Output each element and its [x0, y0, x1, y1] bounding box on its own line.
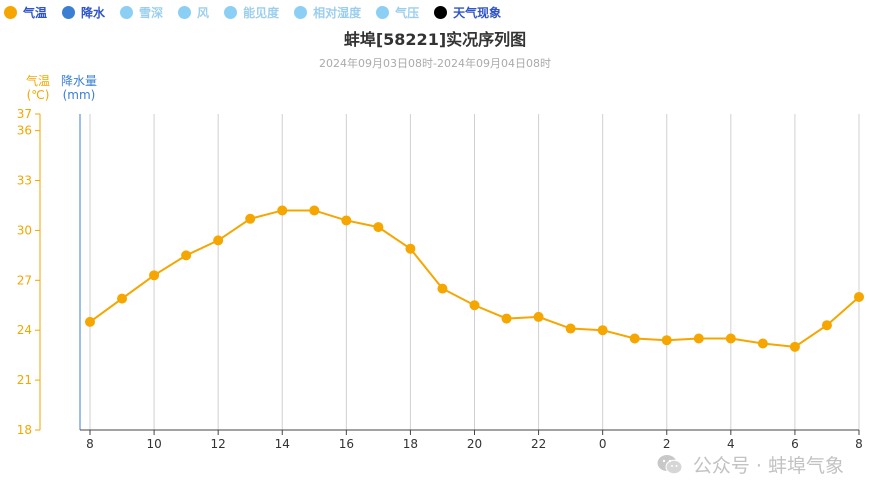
x-tick-label: 4 — [727, 437, 735, 451]
temperature-point — [245, 213, 256, 224]
legend-item-4[interactable]: 能见度 — [224, 4, 279, 21]
temperature-point — [469, 300, 480, 311]
temperature-point — [213, 235, 224, 246]
x-tick-label: 16 — [339, 437, 354, 451]
legend-marker-icon — [376, 5, 390, 19]
temperature-point — [661, 335, 672, 346]
y-axis-rain-unit: (mm) — [62, 88, 96, 102]
temperature-point — [181, 250, 192, 261]
temperature-point — [725, 333, 736, 344]
chart-title: 蚌埠[58221]实况序列图 — [343, 30, 527, 49]
y-tick-label: 21 — [17, 373, 32, 387]
temperature-point — [693, 333, 704, 344]
x-tick-label: 2 — [663, 437, 671, 451]
x-tick-label: 8 — [855, 437, 863, 451]
y-tick-label: 37 — [17, 107, 32, 121]
x-tick-label: 14 — [275, 437, 290, 451]
legend-item-6[interactable]: 气压 — [376, 4, 419, 21]
temperature-point — [85, 316, 95, 327]
legend-label: 降水 — [81, 5, 106, 20]
temperature-point — [341, 215, 352, 226]
wechat-icon — [657, 454, 683, 474]
legend-marker-icon — [224, 5, 238, 19]
legend-item-3[interactable]: 风 — [178, 4, 209, 21]
y-axis-rain-label: 降水量 — [61, 74, 98, 88]
temperature-point — [309, 205, 320, 216]
y-axis-name-temperature: 气温 (℃) — [26, 74, 50, 102]
temperature-point — [501, 313, 512, 324]
legend-item-7[interactable]: 天气现象 — [434, 4, 501, 21]
x-tick-label: 22 — [531, 437, 546, 451]
legend: 气温 降水 雪深 风 能见度 相对湿度 气压 天气现象 — [4, 3, 516, 21]
chart-subtitle: 2024年09月03日08时-2024年09月04日08时 — [319, 57, 551, 70]
legend-label: 雪深 — [139, 5, 164, 20]
watermark: 公众号 · 蚌埠气象 — [657, 451, 844, 478]
temperature-point — [149, 270, 160, 281]
temperature-point — [117, 293, 128, 304]
y-tick-label: 33 — [17, 174, 32, 188]
y-tick-label: 18 — [17, 423, 32, 437]
x-tick-label: 18 — [403, 437, 418, 451]
y-tick-label: 24 — [17, 323, 32, 337]
legend-marker-icon — [178, 5, 192, 19]
y-tick-label: 27 — [17, 273, 32, 287]
legend-label: 相对湿度 — [313, 5, 362, 20]
y-axis-temp-unit: (℃) — [26, 88, 50, 102]
temperature-point — [757, 338, 768, 349]
legend-marker-icon — [120, 5, 134, 19]
temperature-point — [533, 311, 544, 322]
legend-label: 气压 — [395, 5, 420, 20]
x-tick-label: 10 — [146, 437, 161, 451]
temperature-point — [405, 243, 416, 254]
legend-marker-icon — [4, 5, 17, 19]
legend-marker-icon — [434, 5, 448, 19]
temperature-point — [565, 323, 576, 334]
legend-item-1[interactable]: 降水 — [62, 4, 105, 21]
legend-label: 气温 — [23, 5, 48, 20]
temperature-point — [629, 333, 640, 344]
temperature-point — [373, 222, 384, 233]
y-axis-name-precipitation: 降水量 (mm) — [61, 74, 97, 102]
legend-label: 能见度 — [243, 5, 280, 20]
temperature-point — [277, 205, 288, 216]
y-tick-label: 36 — [17, 124, 32, 138]
y-axis-temp-label: 气温 — [26, 74, 51, 88]
legend-item-5[interactable]: 相对湿度 — [294, 4, 361, 21]
legend-marker-icon — [62, 5, 76, 19]
x-tick-label: 8 — [86, 437, 94, 451]
x-tick-label: 0 — [599, 437, 607, 451]
legend-label: 风 — [197, 5, 210, 20]
legend-marker-icon — [294, 5, 308, 19]
x-tick-label: 20 — [467, 437, 482, 451]
legend-item-2[interactable]: 雪深 — [120, 4, 163, 21]
watermark-text: 公众号 · 蚌埠气象 — [692, 455, 844, 477]
temperature-point — [597, 325, 608, 336]
legend-label: 天气现象 — [453, 5, 502, 20]
y-tick-label: 30 — [17, 223, 32, 237]
temperature-point — [821, 320, 832, 331]
temperature-point — [437, 283, 448, 294]
temperature-point — [789, 341, 800, 352]
legend-item-0[interactable]: 气温 — [4, 4, 47, 21]
x-tick-label: 12 — [211, 437, 226, 451]
x-tick-label: 6 — [791, 437, 799, 451]
temperature-point — [854, 291, 864, 302]
